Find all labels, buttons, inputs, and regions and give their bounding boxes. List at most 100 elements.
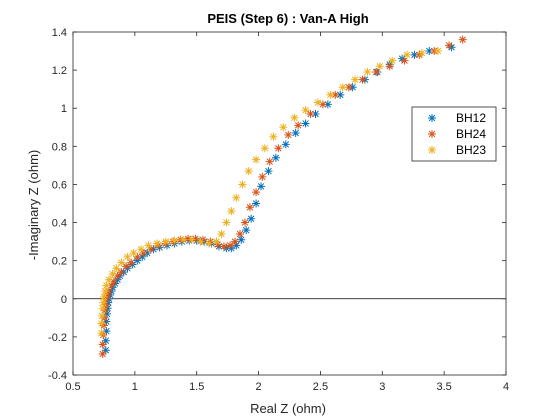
data-point-bh24-28 xyxy=(219,242,228,251)
data-point-bh24-27 xyxy=(213,240,222,249)
data-point-bh23-38 xyxy=(338,83,347,92)
data-point-bh23-40 xyxy=(363,68,372,77)
data-point-bh24-12 xyxy=(113,271,122,280)
data-point-bh24-45 xyxy=(372,68,381,77)
y-tick-label-6: 0.8 xyxy=(52,141,67,153)
data-point-bh23-28 xyxy=(238,180,247,189)
legend-box xyxy=(411,106,497,162)
data-point-bh24-11 xyxy=(109,277,118,286)
data-point-bh23-17 xyxy=(161,237,170,246)
data-point-bh12-40 xyxy=(281,140,290,149)
x-tick-label-2: 1.5 xyxy=(189,381,204,393)
data-point-bh12-37 xyxy=(257,182,266,191)
y-tick-label-0: -0.4 xyxy=(48,370,67,382)
data-point-bh23-39 xyxy=(351,75,360,84)
y-tick-label-3: 0.2 xyxy=(52,256,67,268)
data-point-bh23-7 xyxy=(102,281,111,290)
y-tick-label-8: 1.2 xyxy=(52,65,67,77)
data-point-bh23-22 xyxy=(205,239,214,248)
data-point-bh23-5 xyxy=(99,292,108,301)
data-point-bh24-1 xyxy=(98,340,107,349)
data-point-bh23-42 xyxy=(388,56,397,65)
data-point-bh12-3 xyxy=(102,317,111,326)
data-point-bh12-41 xyxy=(291,128,300,137)
data-point-bh24-36 xyxy=(265,157,274,166)
data-point-bh23-12 xyxy=(123,252,132,261)
data-point-bh23-37 xyxy=(326,90,335,99)
y-axis-label: -Imaginary Z (ohm) xyxy=(26,150,41,261)
data-point-bh12-31 xyxy=(227,244,236,253)
data-point-bh23-2 xyxy=(98,311,107,320)
data-point-bh12-51 xyxy=(410,50,419,59)
data-point-bh23-27 xyxy=(232,193,241,202)
data-point-bh24-18 xyxy=(146,245,155,254)
y-tick-label-7: 1 xyxy=(61,103,67,115)
data-point-bh24-37 xyxy=(274,144,283,153)
data-point-bh12-45 xyxy=(336,90,345,99)
x-tick-label-4: 2.5 xyxy=(313,381,328,393)
data-point-bh12-33 xyxy=(237,235,246,244)
data-point-bh12-0 xyxy=(101,346,110,355)
data-point-bh24-41 xyxy=(318,100,327,109)
data-point-bh23-43 xyxy=(403,50,412,59)
data-point-bh23-31 xyxy=(260,144,269,153)
data-point-bh23-6 xyxy=(101,287,110,296)
data-point-bh23-41 xyxy=(375,62,384,71)
data-point-bh24-15 xyxy=(127,258,136,267)
data-point-bh23-0 xyxy=(97,329,106,338)
data-point-bh24-31 xyxy=(236,229,245,238)
data-point-bh23-29 xyxy=(244,167,253,176)
data-point-bh12-36 xyxy=(252,199,261,208)
data-point-bh12-43 xyxy=(311,109,320,118)
data-point-bh23-16 xyxy=(153,239,162,248)
y-tick-label-1: -0.2 xyxy=(48,332,67,344)
y-tick-label-4: 0.4 xyxy=(52,218,67,230)
data-point-bh23-44 xyxy=(417,48,426,57)
legend-marker-bh23 xyxy=(428,146,436,154)
data-point-bh23-11 xyxy=(117,258,126,267)
legend-label-bh23: BH23 xyxy=(456,143,486,157)
data-point-bh24-13 xyxy=(117,268,126,277)
x-tick-label-5: 3 xyxy=(379,381,385,393)
data-point-bh23-9 xyxy=(108,270,117,279)
data-point-bh12-42 xyxy=(301,119,310,128)
data-point-bh12-44 xyxy=(323,100,332,109)
legend-label-bh12: BH12 xyxy=(456,111,486,125)
plot-area: 0.5 1 1.5 2 2.5 3 3.5 4 -0.4 -0.2 0 0.2 0.4 0.6 0.8 1 1.… xyxy=(48,27,509,393)
data-point-bh23-32 xyxy=(269,132,278,141)
data-point-bh24-33 xyxy=(245,203,254,212)
x-tick-label-6: 3.5 xyxy=(436,381,451,393)
data-point-bh24-24 xyxy=(191,234,200,243)
data-point-bh23-1 xyxy=(97,319,106,328)
data-point-bh24-0 xyxy=(98,350,107,359)
data-point-bh23-13 xyxy=(129,249,138,258)
data-point-bh23-3 xyxy=(98,304,107,313)
data-point-bh24-40 xyxy=(306,109,315,118)
legend-marker-bh24 xyxy=(428,130,436,138)
data-point-bh24-39 xyxy=(294,121,303,130)
data-point-bh23-24 xyxy=(217,229,226,238)
data-point-bh24-44 xyxy=(358,75,367,84)
data-point-bh23-8 xyxy=(104,275,113,284)
data-point-bh12-4 xyxy=(103,310,112,319)
axes-box xyxy=(72,31,507,376)
data-point-bh24-14 xyxy=(122,262,131,271)
data-point-bh24-8 xyxy=(103,290,112,299)
data-point-bh12-18 xyxy=(138,252,147,261)
data-point-bh23-21 xyxy=(196,237,205,246)
data-point-bh23-26 xyxy=(227,207,236,216)
data-point-bh23-23 xyxy=(212,237,221,246)
legend-label-bh24: BH24 xyxy=(456,127,486,141)
data-point-bh23-34 xyxy=(290,113,299,122)
x-tick-label-7: 4 xyxy=(503,381,509,393)
data-point-bh12-52 xyxy=(425,47,434,56)
y-tick-label-5: 0.6 xyxy=(52,179,67,191)
data-point-bh24-50 xyxy=(445,41,454,50)
data-point-bh23-45 xyxy=(433,47,442,56)
x-tick-label-3: 2 xyxy=(256,381,262,393)
chart-title: PEIS (Step 6) : Van-A High xyxy=(207,11,368,26)
data-point-bh23-10 xyxy=(112,264,121,273)
data-point-bh24-46 xyxy=(385,62,394,71)
